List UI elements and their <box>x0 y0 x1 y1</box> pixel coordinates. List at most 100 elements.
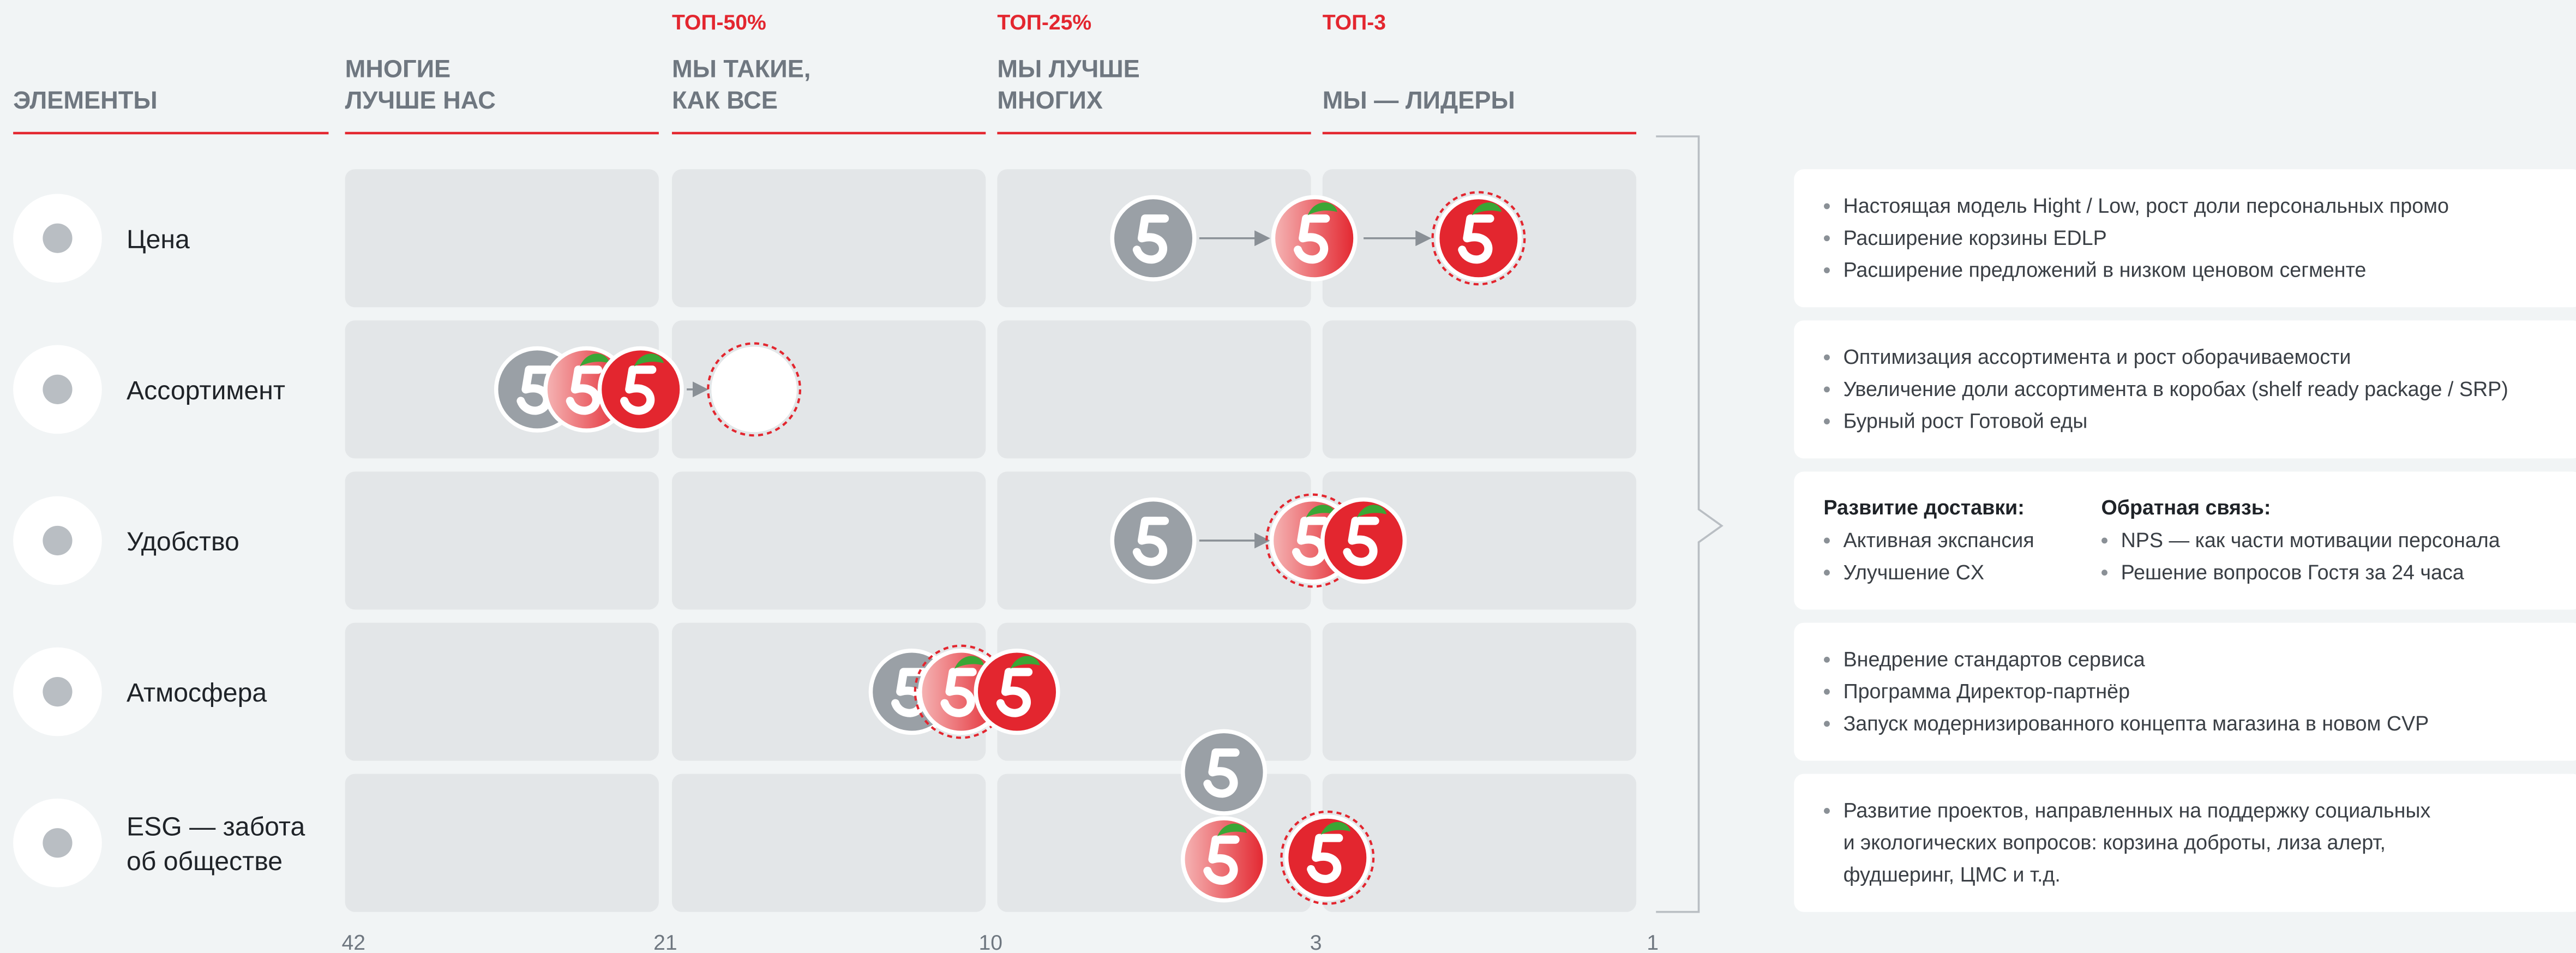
logo-leaf <box>1306 505 1336 518</box>
logo-leaf <box>1472 202 1502 215</box>
bullet <box>1824 235 1830 242</box>
bullet <box>1824 418 1830 425</box>
cell <box>997 774 1311 912</box>
cell <box>997 622 1311 761</box>
logo-leaf <box>1307 202 1337 215</box>
cell <box>997 320 1311 459</box>
note: Оптимизация ассортимента и рост оборачив… <box>1844 345 2351 368</box>
logo <box>974 649 1060 735</box>
column-header: МЫ — ЛИДЕРЫ <box>1323 86 1515 114</box>
row-label: Атмосфера <box>127 678 267 708</box>
note-panel <box>1794 320 2576 459</box>
logo-leaf <box>954 656 984 669</box>
note-title: Обратная связь: <box>2101 496 2271 519</box>
logo <box>1110 497 1197 584</box>
column-header: МЫ ТАКИЕ, <box>672 55 811 83</box>
note: Расширение предложений в низком ценовом … <box>1844 259 2367 281</box>
logo-five <box>517 365 553 415</box>
row-label: Цена <box>127 225 190 254</box>
note: и экологических вопросов: корзина доброт… <box>1844 831 2386 854</box>
logo <box>597 346 684 433</box>
note: фудшеринг, ЦМС и т.д. <box>1844 863 2061 886</box>
cell <box>1322 320 1637 459</box>
cell <box>1322 471 1637 610</box>
logo-five <box>1292 517 1329 566</box>
logo-leaf <box>1010 656 1040 669</box>
note: Бурный рост Готовой еды <box>1844 410 2088 433</box>
bullet <box>1824 386 1830 393</box>
logo-five <box>1132 214 1169 264</box>
target <box>711 346 797 433</box>
note: Расширение корзины EDLP <box>1844 226 2107 249</box>
note: Запуск модернизированного концепта магаз… <box>1844 712 2429 735</box>
note-panel <box>1794 471 2576 610</box>
column-header: КАК ВСЕ <box>672 86 778 114</box>
logo-leaf <box>1357 505 1387 518</box>
logo-leaf <box>1217 823 1247 837</box>
logo-leaf <box>634 353 664 367</box>
logo-five <box>1203 748 1240 798</box>
column-header: МНОГИЕ <box>345 55 451 83</box>
scale-label: 3 <box>1310 931 1322 953</box>
bullet <box>1824 537 1830 544</box>
logo-five <box>1132 517 1169 566</box>
logo-five <box>891 668 928 717</box>
row-icon-glyph <box>43 828 73 858</box>
bullet <box>1824 688 1830 695</box>
logo-five <box>996 668 1033 717</box>
bullet <box>1824 570 1830 576</box>
logo-five <box>1294 214 1330 264</box>
logo <box>1280 810 1375 905</box>
note: Программа Директор-партнёр <box>1844 680 2130 703</box>
cell <box>1322 774 1637 912</box>
cell <box>1322 622 1637 761</box>
bullet <box>1824 267 1830 273</box>
row-icon-glyph <box>43 525 73 556</box>
logo-five <box>566 365 602 415</box>
cell <box>671 169 986 308</box>
row-label: Удобство <box>127 527 239 556</box>
row-label: ESG — забота <box>127 812 305 842</box>
target-ring <box>707 342 802 437</box>
bullet <box>2101 537 2107 544</box>
header-label: ЭЛЕМЕНТЫ <box>13 86 157 114</box>
cell <box>345 169 659 308</box>
bullet <box>1824 656 1830 663</box>
bullet <box>1824 721 1830 727</box>
logo-leaf <box>1320 822 1350 835</box>
logo-five <box>940 668 977 717</box>
note: Активная экспансия <box>1844 529 2034 552</box>
note: Решение вопросов Гостя за 24 часа <box>2121 561 2464 584</box>
logo-five <box>1458 214 1494 264</box>
scale-label: 42 <box>342 931 366 953</box>
column-header: МЫ ЛУЧШЕ <box>997 55 1139 83</box>
note-title: Развитие доставки: <box>1823 496 2024 519</box>
logo-five <box>1203 835 1240 885</box>
logo <box>1431 191 1526 286</box>
column-header: ЛУЧШЕ НАС <box>345 86 496 114</box>
note: Внедрение стандартов сервиса <box>1844 648 2145 670</box>
row-label: Ассортимент <box>127 376 285 405</box>
note-panel <box>1794 169 2576 308</box>
row-icon-glyph <box>43 374 73 404</box>
bullet <box>1824 203 1830 209</box>
bracket <box>1656 135 1724 913</box>
scale-label: 1 <box>1647 931 1659 953</box>
cell <box>671 774 986 912</box>
note-panel <box>1794 774 2576 912</box>
logo <box>1320 497 1407 584</box>
cell <box>671 471 986 610</box>
cell <box>345 774 659 912</box>
cell <box>345 622 659 761</box>
logo-five <box>620 365 657 415</box>
column-header: МНОГИХ <box>997 86 1103 114</box>
bullet <box>2101 570 2107 576</box>
target-ring <box>1431 191 1526 286</box>
cell <box>345 471 659 610</box>
logo <box>707 342 802 437</box>
note: Улучшение CX <box>1844 561 1984 584</box>
logo <box>1271 195 1358 281</box>
column-top: ТОП-3 <box>1323 11 1386 34</box>
note: Развитие проектов, направленных на подде… <box>1844 799 2431 822</box>
